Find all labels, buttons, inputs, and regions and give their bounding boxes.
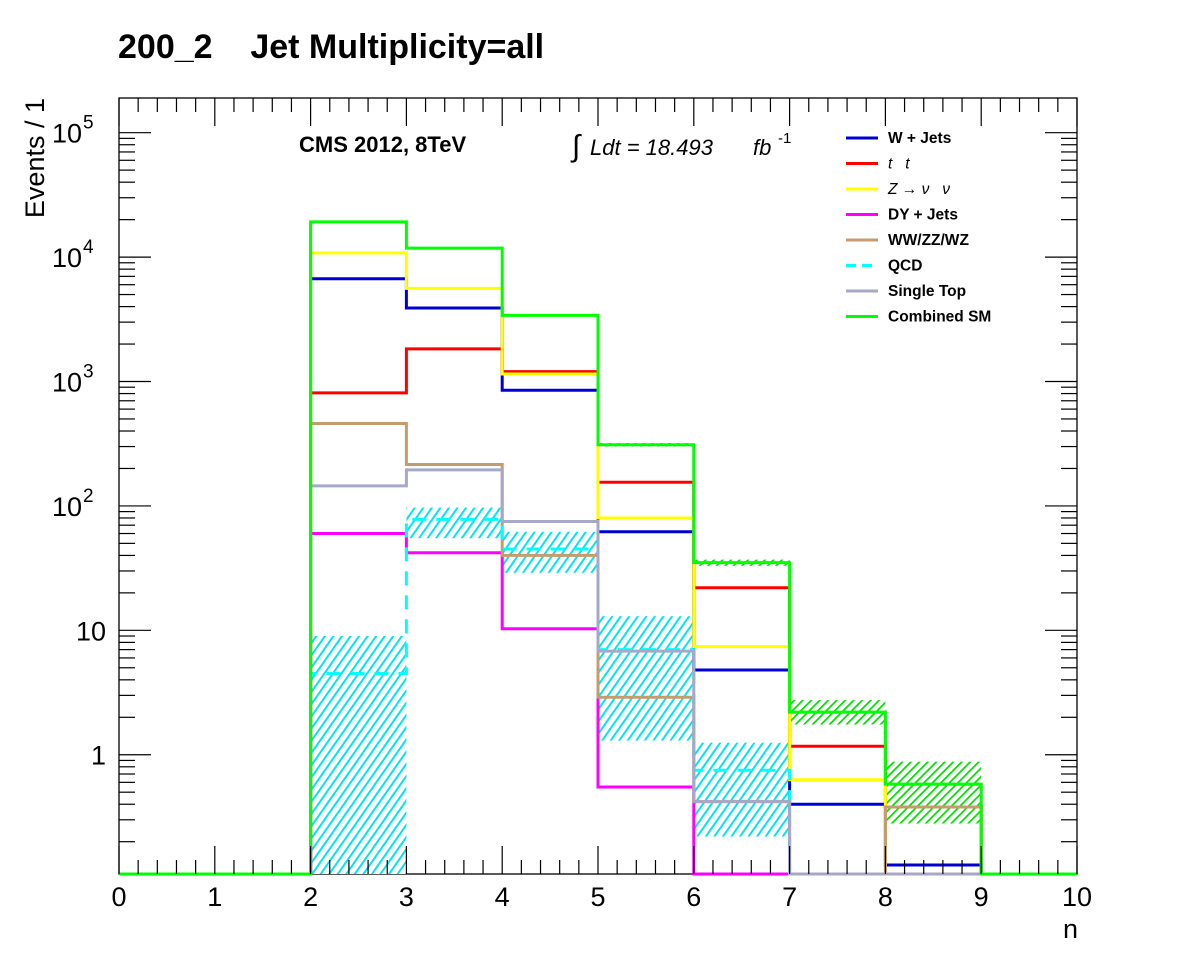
- legend-label: DY + Jets: [888, 207, 958, 224]
- y-axis-label: Events / 1: [20, 98, 50, 218]
- y-tick-label: 10: [52, 368, 82, 398]
- y-tick-exponent: 4: [83, 237, 94, 258]
- qcd-band-bin-5: [598, 616, 694, 741]
- legend-item-w-jets: W + Jets: [846, 130, 951, 147]
- y-tick-label: 10: [52, 492, 82, 522]
- y-tick-exponent: 5: [83, 113, 94, 134]
- legend-item-combined-sm: Combined SM: [846, 309, 991, 326]
- qcd-band-bin-6: [693, 742, 790, 837]
- combined-sm-band-bin-8: [885, 761, 982, 824]
- legend-label: W + Jets: [888, 130, 951, 147]
- y-tick-label: 1: [91, 741, 106, 771]
- experiment-label: CMS 2012, 8TeV: [299, 132, 466, 157]
- legend-label: Z → ν ν: [887, 181, 950, 198]
- x-tick-label: 0: [111, 882, 126, 912]
- legend-label: QCD: [888, 258, 922, 275]
- x-tick-label: 6: [686, 882, 701, 912]
- legend-label: Combined SM: [888, 309, 991, 326]
- luminosity-value: Ldt = 18.493: [590, 135, 714, 160]
- y-tick-label: 10: [52, 243, 82, 273]
- legend-item-z: Z → ν ν: [846, 181, 950, 198]
- x-tick-label: 2: [303, 882, 318, 912]
- x-tick-label: 7: [782, 882, 797, 912]
- legend-item-qcd: QCD: [846, 258, 922, 275]
- series-combined-sm: [119, 220, 1077, 876]
- y-tick-label: 10: [52, 119, 82, 149]
- luminosity-exponent: -1: [778, 130, 791, 147]
- y-tick-label: 10: [76, 616, 106, 646]
- y-tick-exponent: 2: [83, 486, 94, 507]
- legend-item-t-t: t t: [846, 156, 910, 173]
- legend-label: t t: [888, 156, 910, 173]
- y-tick-exponent: 3: [83, 362, 94, 383]
- axis-ticks: [118, 98, 1078, 874]
- x-tick-label: 10: [1062, 882, 1092, 912]
- chart-title: 200_2 Jet Multiplicity=all: [118, 28, 544, 66]
- x-tick-label: 9: [974, 882, 989, 912]
- qcd-band-bin-4: [502, 531, 598, 573]
- legend-item-single-top: Single Top: [846, 283, 966, 300]
- x-tick-label: 3: [399, 882, 414, 912]
- x-tick-label: 1: [207, 882, 222, 912]
- legend-label: WW/ZZ/WZ: [888, 232, 969, 249]
- legend-item-dy-jets: DY + Jets: [846, 207, 958, 224]
- uncertainty-bands: [310, 221, 982, 874]
- x-tick-label: 8: [878, 882, 893, 912]
- qcd-band-bin-2: [310, 636, 407, 874]
- qcd-band-bin-3: [406, 507, 503, 539]
- series-lines: [119, 220, 1077, 876]
- x-axis-label: n: [1063, 914, 1078, 944]
- legend: W + Jets t t Z → ν ν DY + Jets WW/ZZ/WZ QCD Si…: [846, 130, 991, 326]
- luminosity-unit: fb: [753, 135, 771, 160]
- x-tick-label: 5: [590, 882, 605, 912]
- legend-item-ww-zz-wz: WW/ZZ/WZ: [846, 232, 969, 249]
- x-tick-label: 4: [495, 882, 510, 912]
- legend-label: Single Top: [888, 283, 966, 300]
- luminosity-integral-sign: ∫: [570, 130, 582, 163]
- luminosity-label: ∫ Ldt = 18.493 fb -1: [570, 130, 791, 163]
